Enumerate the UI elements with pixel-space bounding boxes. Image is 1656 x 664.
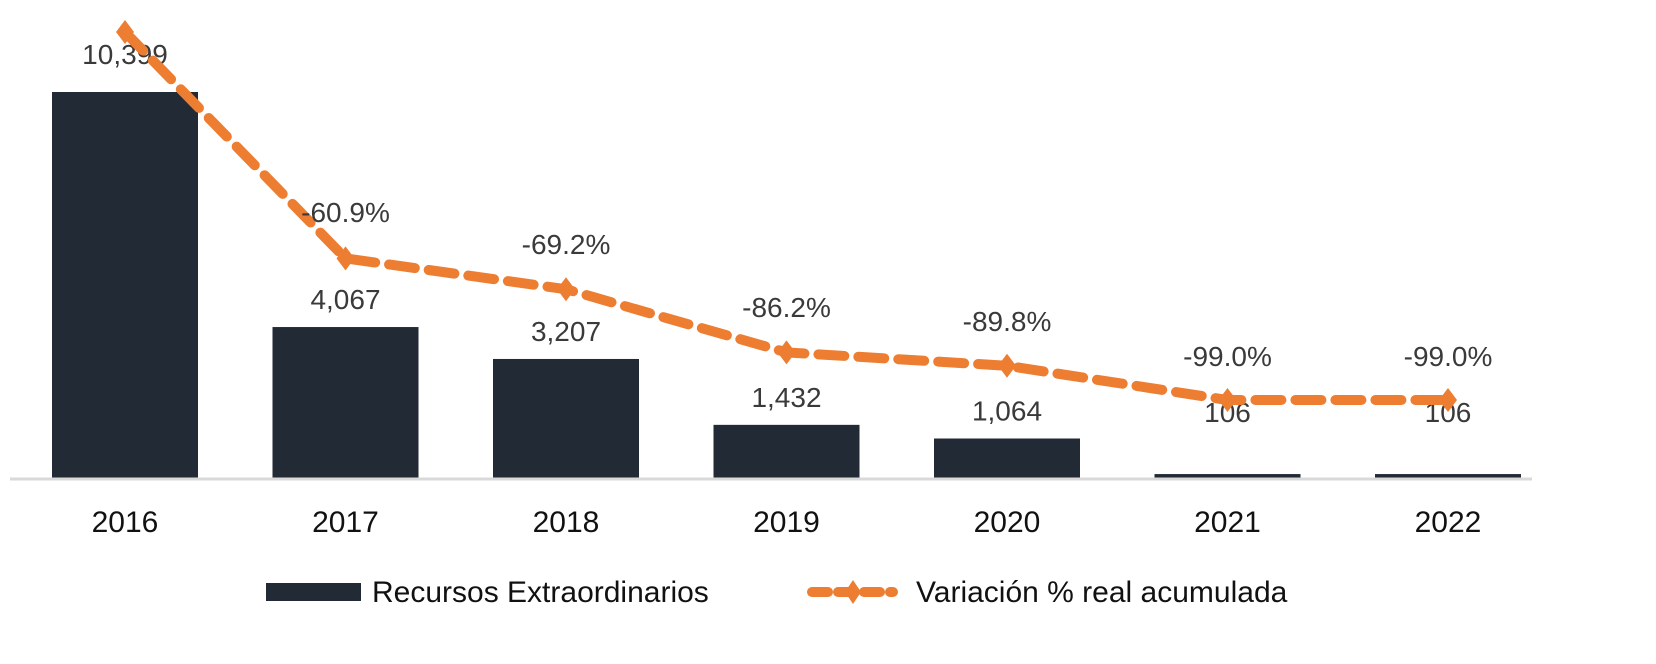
bar-value-label: 3,207 xyxy=(531,316,601,347)
line-labels-group: -60.9% -69.2% -86.2% -89.8% -99.0% -99.0% xyxy=(301,197,1492,372)
bars-group xyxy=(52,92,1521,478)
line-marker-2019 xyxy=(777,340,796,365)
x-tick-label: 2021 xyxy=(1194,506,1261,539)
line-marker-2018 xyxy=(557,277,575,302)
bar-value-label: 1,064 xyxy=(972,396,1042,427)
x-tick-label: 2022 xyxy=(1415,506,1482,539)
line-marker-2020 xyxy=(998,353,1016,378)
legend-marker-diamond-icon xyxy=(845,580,861,604)
bar-2022 xyxy=(1375,474,1521,478)
x-tick-label: 2018 xyxy=(533,506,600,539)
bar-2016 xyxy=(52,92,198,478)
bar-2019 xyxy=(713,424,860,478)
x-tick-label: 2017 xyxy=(312,506,379,539)
bar-value-label: 1,432 xyxy=(751,382,821,413)
x-tick-labels-group: 2016 2017 2018 2019 2020 2021 2022 xyxy=(92,506,1482,539)
line-series-group xyxy=(116,20,1457,412)
bar-value-label: 4,067 xyxy=(310,284,380,315)
legend: Recursos Extraordinarios Variación % rea… xyxy=(266,576,1288,609)
x-tick-label: 2016 xyxy=(92,506,159,539)
line-value-label: -69.2% xyxy=(522,229,611,260)
legend-item-bars[interactable]: Recursos Extraordinarios xyxy=(266,576,709,609)
bar-2020 xyxy=(934,438,1080,478)
line-marker-2021 xyxy=(1218,388,1237,412)
line-value-label: -60.9% xyxy=(301,197,390,228)
bar-2017 xyxy=(272,327,419,478)
line-marker-2016 xyxy=(116,20,134,44)
x-tick-label: 2020 xyxy=(974,506,1041,539)
legend-item-line[interactable]: Variación % real acumulada xyxy=(807,576,1288,609)
bar-2018 xyxy=(493,358,639,478)
legend-swatch-bars xyxy=(266,583,361,601)
line-value-label: -99.0% xyxy=(1404,341,1493,372)
x-tick-label: 2019 xyxy=(753,506,820,539)
line-marker-2017 xyxy=(336,246,355,271)
line-marker-2022 xyxy=(1439,388,1457,412)
line-value-label: -86.2% xyxy=(742,292,831,323)
line-value-label: -89.8% xyxy=(963,306,1052,337)
bar-2021 xyxy=(1154,474,1301,478)
legend-label-line: Variación % real acumulada xyxy=(916,576,1288,609)
line-value-label: -99.0% xyxy=(1183,341,1272,372)
legend-label-bars: Recursos Extraordinarios xyxy=(372,576,709,609)
